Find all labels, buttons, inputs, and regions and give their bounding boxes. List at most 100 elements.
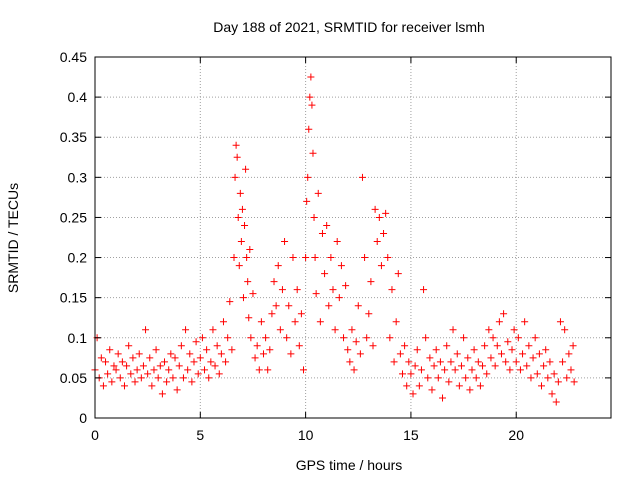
data-point [329, 286, 337, 294]
data-point [112, 366, 120, 374]
data-point [242, 165, 250, 173]
data-point [468, 366, 476, 374]
data-point [405, 358, 413, 366]
data-point [177, 342, 185, 350]
data-point [367, 278, 375, 286]
data-point [394, 270, 402, 278]
data-point [327, 254, 335, 262]
data-point [182, 326, 190, 334]
data-point [219, 318, 227, 326]
data-point [411, 362, 419, 370]
data-point [198, 334, 206, 342]
data-point [158, 390, 166, 398]
data-point [305, 125, 313, 133]
data-point [548, 390, 556, 398]
data-point [139, 362, 147, 370]
y-tick-label: 0.15 [60, 290, 87, 306]
data-point [287, 350, 295, 358]
data-point [377, 262, 385, 270]
data-point [417, 366, 425, 374]
data-point [188, 378, 196, 386]
data-point [106, 346, 114, 354]
data-point [144, 370, 152, 378]
data-point [238, 205, 246, 213]
data-point [297, 310, 305, 318]
data-point [352, 338, 360, 346]
data-point [306, 93, 314, 101]
data-point [542, 346, 550, 354]
data-point [224, 334, 232, 342]
data-point [146, 354, 154, 362]
y-tick-label: 0.2 [68, 250, 88, 266]
data-point [396, 350, 404, 358]
data-point [521, 318, 529, 326]
data-point [308, 101, 316, 109]
y-tick-label: 0.45 [60, 49, 87, 65]
data-point [226, 298, 234, 306]
data-point [361, 254, 369, 262]
data-point [255, 366, 263, 374]
data-point [449, 326, 457, 334]
data-point [563, 374, 571, 382]
data-point [348, 326, 356, 334]
data-point [358, 173, 366, 181]
data-point [307, 73, 315, 81]
data-point [266, 346, 274, 354]
data-point [228, 346, 236, 354]
data-point [403, 382, 411, 390]
data-point [245, 314, 253, 322]
data-point [314, 189, 322, 197]
data-point [346, 358, 354, 366]
data-point [118, 358, 126, 366]
data-point [99, 382, 107, 390]
data-point [504, 338, 512, 346]
data-point [169, 374, 177, 382]
x-axis-label: GPS time / hours [296, 457, 403, 473]
data-point [243, 254, 251, 262]
data-point [392, 318, 400, 326]
data-point [165, 366, 173, 374]
data-point [516, 366, 524, 374]
data-point [239, 294, 247, 302]
data-point [552, 398, 560, 406]
data-point [508, 346, 516, 354]
data-point [495, 318, 503, 326]
data-point [194, 370, 202, 378]
data-point [163, 378, 171, 386]
data-point [311, 254, 319, 262]
data-point [550, 370, 558, 378]
data-point [506, 366, 514, 374]
data-point [344, 346, 352, 354]
data-point [335, 294, 343, 302]
data-point [257, 318, 265, 326]
data-point [519, 350, 527, 358]
data-point [285, 302, 293, 310]
data-point [283, 334, 291, 342]
data-point [253, 342, 261, 350]
data-point [432, 346, 440, 354]
data-point [251, 354, 259, 362]
y-tick-label: 0.3 [68, 169, 88, 185]
data-point [156, 362, 164, 370]
data-point [460, 334, 468, 342]
data-point [236, 189, 244, 197]
y-tick-label: 0.05 [60, 370, 87, 386]
data-point [487, 354, 495, 362]
data-point [350, 366, 358, 374]
chart-title: Day 188 of 2021, SRMTID for receiver lsm… [213, 19, 485, 35]
data-point [331, 326, 339, 334]
data-point [192, 338, 200, 346]
data-point [453, 350, 461, 358]
data-point [523, 362, 531, 370]
data-point [104, 370, 112, 378]
data-point [356, 350, 364, 358]
data-point [434, 374, 442, 382]
data-point [150, 366, 158, 374]
data-point [398, 370, 406, 378]
data-point [207, 358, 215, 366]
axis-ticks: 0 0.05 0.1 0.15 0.2 0.25 0.3 0.35 0.4 0.45 0 5 10 15 2… [60, 49, 611, 443]
data-point [110, 362, 118, 370]
data-point [455, 382, 463, 390]
data-point [293, 286, 301, 294]
data-point [472, 374, 480, 382]
